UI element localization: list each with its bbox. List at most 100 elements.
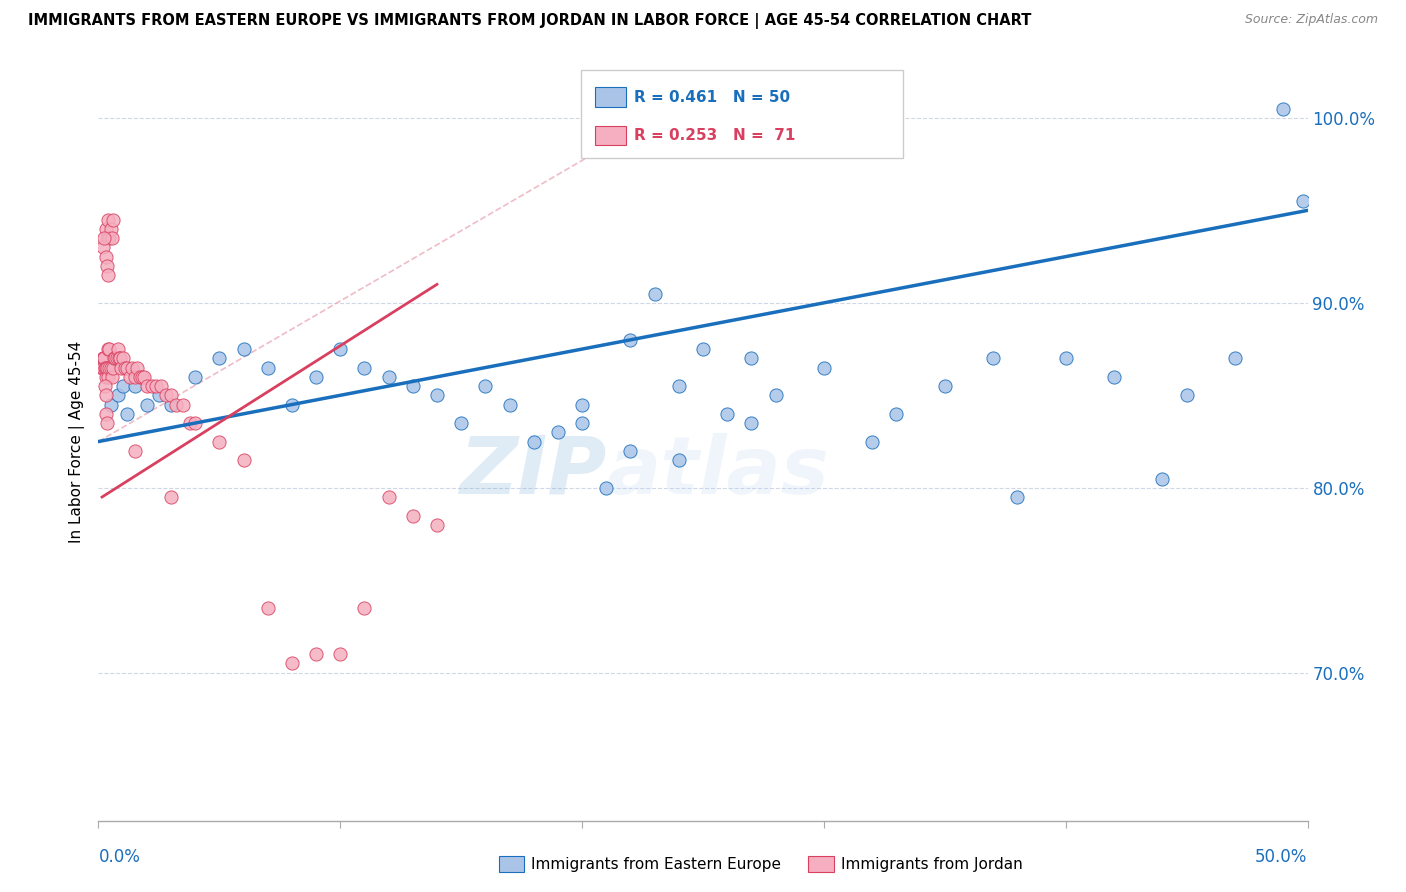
- Point: [117, 360, 139, 375]
- Point: [107, 388, 129, 402]
- Point: [91, 360, 114, 375]
- Point: [97, 212, 120, 227]
- Point: [160, 388, 183, 402]
- Point: [165, 398, 187, 412]
- Point: [91, 351, 114, 366]
- Text: ZIP: ZIP: [458, 433, 606, 511]
- Point: [124, 443, 146, 458]
- Point: [981, 351, 1004, 366]
- Point: [97, 369, 120, 384]
- Point: [353, 601, 375, 615]
- Point: [886, 407, 908, 421]
- Point: [101, 212, 124, 227]
- Point: [184, 369, 207, 384]
- Point: [426, 388, 449, 402]
- Point: [96, 360, 118, 375]
- Point: [93, 351, 115, 366]
- Point: [100, 222, 122, 236]
- Point: [141, 379, 163, 393]
- Point: [100, 398, 122, 412]
- Point: [128, 369, 150, 384]
- Point: [208, 434, 231, 449]
- Point: [813, 360, 835, 375]
- Point: [91, 360, 114, 375]
- Y-axis label: In Labor Force | Age 45-54: In Labor Force | Age 45-54: [69, 341, 84, 542]
- Point: [377, 490, 399, 504]
- Point: [619, 443, 641, 458]
- Point: [1175, 388, 1198, 402]
- Point: [124, 369, 146, 384]
- Point: [98, 231, 121, 245]
- Point: [111, 351, 134, 366]
- Point: [523, 434, 546, 449]
- Point: [124, 379, 146, 393]
- Point: [96, 360, 118, 375]
- Point: [96, 259, 118, 273]
- Point: [117, 407, 139, 421]
- Point: [155, 388, 177, 402]
- Point: [107, 342, 129, 356]
- Point: [571, 398, 593, 412]
- Point: [547, 425, 569, 440]
- Point: [232, 453, 254, 467]
- Point: [934, 379, 956, 393]
- Point: [740, 416, 762, 430]
- Point: [96, 231, 118, 245]
- Point: [305, 647, 328, 661]
- Point: [91, 240, 114, 254]
- Point: [94, 250, 117, 264]
- Point: [135, 398, 157, 412]
- Point: [96, 416, 118, 430]
- Point: [1152, 471, 1174, 485]
- Point: [402, 379, 425, 393]
- Point: [111, 379, 134, 393]
- Point: [118, 369, 141, 384]
- Point: [134, 369, 156, 384]
- Point: [1102, 369, 1125, 384]
- Text: Source: ZipAtlas.com: Source: ZipAtlas.com: [1244, 13, 1378, 27]
- Text: R = 0.253   N =  71: R = 0.253 N = 71: [634, 128, 796, 143]
- Point: [281, 657, 304, 671]
- Point: [1223, 351, 1246, 366]
- Point: [184, 416, 207, 430]
- Point: [1054, 351, 1077, 366]
- Point: [281, 398, 304, 412]
- Point: [619, 333, 641, 347]
- Point: [97, 268, 120, 282]
- Point: [110, 360, 132, 375]
- Point: [131, 369, 153, 384]
- Point: [208, 351, 231, 366]
- Point: [94, 379, 117, 393]
- Text: 0.0%: 0.0%: [98, 848, 141, 866]
- Point: [93, 351, 115, 366]
- Point: [716, 407, 738, 421]
- Point: [498, 398, 520, 412]
- Point: [114, 360, 136, 375]
- Point: [402, 508, 425, 523]
- Point: [172, 398, 194, 412]
- Point: [108, 351, 131, 366]
- Text: Immigrants from Eastern Europe: Immigrants from Eastern Europe: [531, 857, 782, 871]
- Point: [450, 416, 472, 430]
- Point: [1007, 490, 1029, 504]
- Point: [644, 286, 666, 301]
- Point: [692, 342, 714, 356]
- Point: [595, 481, 617, 495]
- Point: [108, 351, 131, 366]
- Point: [94, 369, 117, 384]
- Point: [97, 342, 120, 356]
- Point: [668, 453, 690, 467]
- Point: [329, 342, 352, 356]
- Point: [256, 360, 278, 375]
- Point: [1292, 194, 1315, 208]
- Point: [97, 360, 120, 375]
- Point: [353, 360, 375, 375]
- Point: [101, 360, 124, 375]
- Text: atlas: atlas: [606, 433, 830, 511]
- Point: [860, 434, 883, 449]
- Point: [1272, 102, 1295, 116]
- Point: [571, 416, 593, 430]
- Point: [426, 517, 449, 532]
- Text: Immigrants from Jordan: Immigrants from Jordan: [841, 857, 1022, 871]
- Point: [100, 231, 122, 245]
